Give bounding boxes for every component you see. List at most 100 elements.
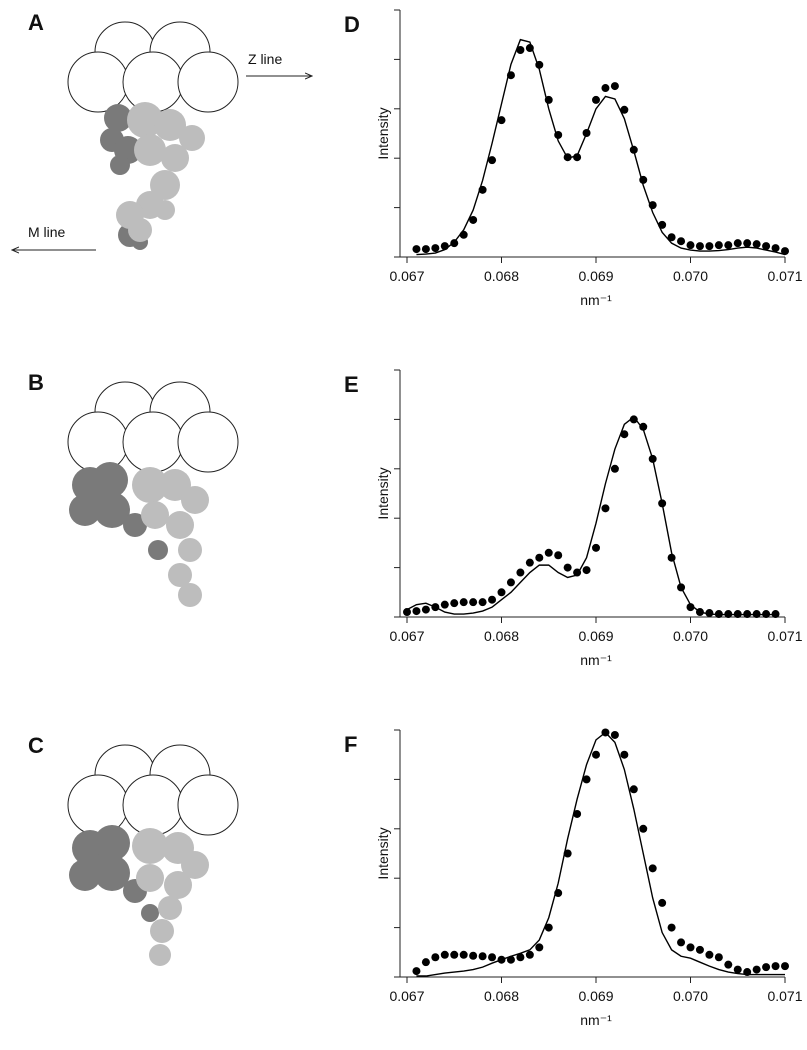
- data-point: [497, 588, 506, 597]
- data-point: [535, 943, 544, 952]
- data-point: [488, 156, 497, 165]
- data-point: [658, 898, 667, 907]
- data-point: [705, 609, 714, 618]
- data-point: [488, 595, 497, 604]
- data-point: [469, 951, 478, 960]
- data-point: [554, 551, 563, 560]
- x-tick-label: 0.071: [767, 628, 802, 644]
- panel-label: A: [28, 10, 44, 35]
- data-point: [459, 598, 468, 607]
- x-tick-label: 0.070: [673, 628, 708, 644]
- panel-label: C: [28, 733, 44, 758]
- data-point: [563, 563, 572, 572]
- x-tick-label: 0.067: [389, 628, 424, 644]
- data-point: [620, 750, 629, 759]
- data-point: [525, 558, 534, 567]
- data-point: [620, 105, 629, 114]
- data-point: [695, 945, 704, 954]
- data-point: [535, 553, 544, 562]
- data-point: [506, 578, 515, 587]
- data-point: [714, 241, 723, 250]
- data-point: [639, 422, 648, 431]
- x-tick-label: 0.068: [484, 628, 519, 644]
- panel-label: D: [344, 12, 360, 37]
- diagram-b: B: [28, 370, 239, 607]
- data-point: [733, 239, 742, 248]
- data-point: [412, 607, 421, 616]
- data-point: [478, 598, 487, 607]
- data-point: [450, 239, 459, 248]
- x-tick-label: 0.069: [578, 988, 613, 1004]
- data-point: [705, 950, 714, 959]
- data-point: [450, 599, 459, 608]
- fit-line: [416, 38, 786, 256]
- data-point: [762, 963, 771, 972]
- x-tick-label: 0.067: [389, 988, 424, 1004]
- data-point: [573, 809, 582, 818]
- data-point: [459, 950, 468, 959]
- data-point: [582, 775, 591, 784]
- data-point: [639, 824, 648, 833]
- data-point: [592, 95, 600, 104]
- data-point: [752, 240, 761, 249]
- x-tick-label: 0.070: [673, 988, 708, 1004]
- data-point: [601, 84, 610, 93]
- data-point: [440, 600, 449, 609]
- panel-label: F: [344, 732, 357, 757]
- data-point: [440, 950, 449, 959]
- data-point: [714, 953, 723, 962]
- data-point: [771, 244, 780, 253]
- data-point: [610, 464, 619, 473]
- data-point: [459, 230, 468, 239]
- diagram-a: A Z line M line: [12, 10, 312, 250]
- data-point: [544, 923, 553, 932]
- data-point: [629, 415, 638, 424]
- data-point: [629, 785, 638, 794]
- data-point: [610, 730, 619, 739]
- data-point: [610, 82, 619, 91]
- data-point: [592, 750, 600, 759]
- data-point: [648, 864, 657, 873]
- data-point: [705, 242, 714, 251]
- data-point: [762, 242, 771, 251]
- data-point: [431, 244, 440, 253]
- x-axis-label: nm⁻¹: [580, 652, 612, 668]
- data-point: [781, 962, 789, 971]
- data-point: [677, 237, 686, 246]
- data-point: [733, 965, 742, 974]
- data-point: [403, 608, 411, 617]
- data-point: [752, 965, 761, 974]
- x-tick-label: 0.069: [578, 268, 613, 284]
- fit-line: [406, 415, 776, 616]
- data-point: [667, 233, 676, 242]
- data-point: [497, 116, 506, 125]
- data-point: [544, 548, 553, 557]
- x-tick-label: 0.068: [484, 988, 519, 1004]
- x-tick-label: 0.071: [767, 268, 802, 284]
- data-point: [592, 543, 600, 552]
- fit-line: [416, 731, 785, 977]
- data-point: [573, 153, 582, 162]
- x-axis-label: nm⁻¹: [580, 1012, 612, 1028]
- data-point: [412, 245, 421, 254]
- data-point: [412, 967, 421, 976]
- data-point: [421, 958, 430, 967]
- data-point: [488, 953, 497, 962]
- data-point: [695, 242, 704, 251]
- x-tick-label: 0.070: [673, 268, 708, 284]
- panel-label: E: [344, 372, 359, 397]
- data-point: [620, 430, 629, 439]
- data-point: [516, 953, 525, 962]
- y-axis-label: Intensity: [375, 827, 391, 879]
- data-point: [469, 215, 478, 224]
- arrow-label: M line: [28, 224, 66, 240]
- data-point: [771, 962, 780, 971]
- data-point: [469, 598, 478, 607]
- data-point: [743, 239, 752, 248]
- data-point: [582, 566, 591, 575]
- data-point: [667, 923, 676, 932]
- data-point: [478, 952, 487, 961]
- x-axis-label: nm⁻¹: [580, 292, 612, 308]
- data-point: [421, 605, 430, 614]
